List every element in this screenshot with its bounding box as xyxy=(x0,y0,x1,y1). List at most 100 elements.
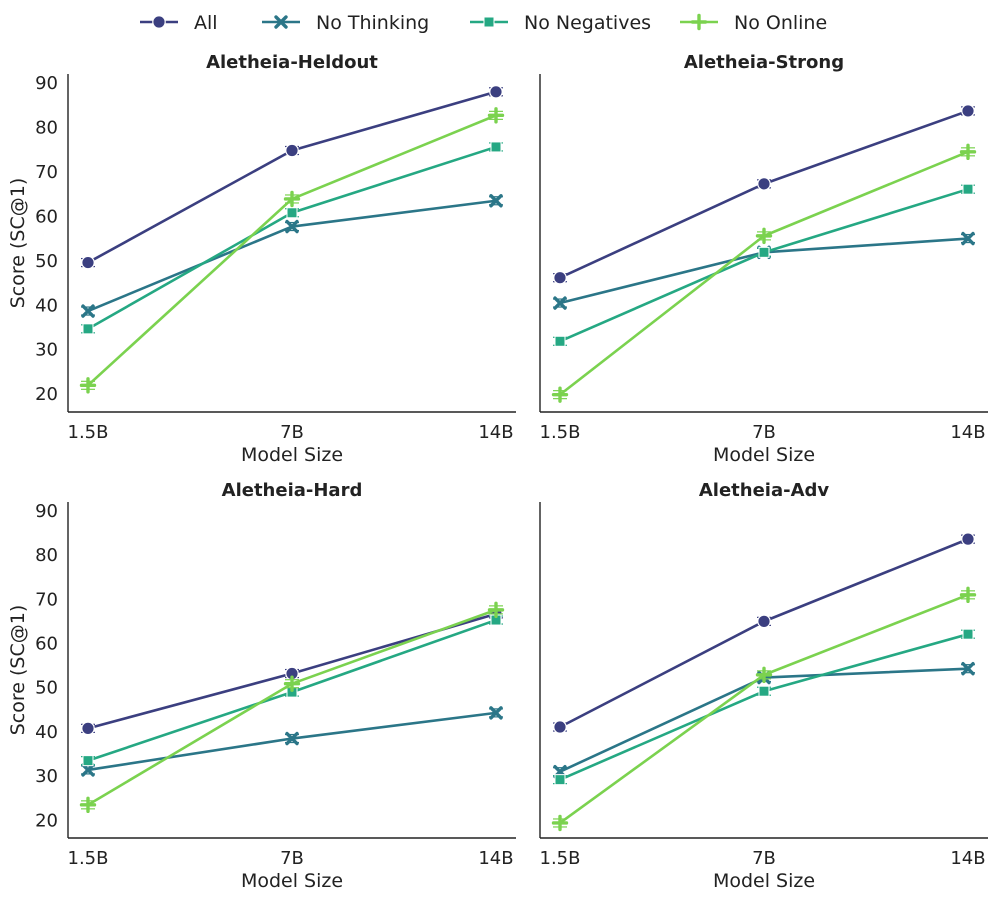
data-point-no-online-1-5b xyxy=(551,814,569,832)
data-point-all-1-5b xyxy=(81,721,95,736)
data-point-no-negatives-1-5b xyxy=(82,323,94,335)
data-point-no-thinking-1-5b xyxy=(553,296,567,310)
chart-panels: Aletheia-Heldout 1.5B 7B 14B Model Size 20 30 4… xyxy=(7,52,988,892)
series-no-online xyxy=(551,586,977,832)
legend-entry-no-thinking: No Thinking xyxy=(262,12,429,34)
legend-entry-all: All xyxy=(140,12,218,34)
data-point-no-online-14b xyxy=(487,601,505,619)
x-axis-label: Model Size xyxy=(241,444,343,466)
data-point-all-7b xyxy=(285,143,299,158)
data-point-all-7b xyxy=(757,177,771,191)
data-point-no-negatives-1-5b xyxy=(82,755,94,767)
y-axis-label: Score (SC@1) xyxy=(7,605,29,736)
data-point-all-14b xyxy=(489,84,503,99)
x-tick-label-1-5b: 1.5B xyxy=(68,422,109,443)
y-tick-label-30: 30 xyxy=(35,340,58,361)
series-no-thinking xyxy=(81,194,503,318)
x-tick-label-7b: 7B xyxy=(752,848,776,869)
y-axis-label: Score (SC@1) xyxy=(7,178,29,309)
data-point-all-14b xyxy=(961,104,975,118)
legend-marker-no-thinking xyxy=(274,15,288,29)
y-tick-label-50: 50 xyxy=(35,678,58,699)
data-point-no-online-1-5b xyxy=(551,386,569,403)
data-point-no-thinking-7b xyxy=(285,219,299,234)
y-tick-label-60: 60 xyxy=(35,206,58,227)
data-point-no-negatives-14b xyxy=(962,183,974,195)
y-tick-label-20: 20 xyxy=(35,810,58,831)
x-axis-label: Model Size xyxy=(241,870,343,892)
data-point-no-thinking-14b xyxy=(961,661,975,676)
legend-marker-all xyxy=(152,15,166,29)
data-point-no-thinking-14b xyxy=(489,194,503,208)
data-point-no-online-14b xyxy=(959,586,977,604)
data-point-no-negatives-14b xyxy=(962,628,974,640)
x-tick-label-7b: 7B xyxy=(752,422,776,443)
data-point-no-negatives-7b xyxy=(758,685,770,697)
data-point-no-thinking-14b xyxy=(961,231,975,246)
data-point-no-thinking-1-5b xyxy=(81,304,95,318)
data-point-no-online-7b xyxy=(283,675,301,692)
data-point-all-1-5b xyxy=(81,255,95,270)
series-line-no-negatives xyxy=(86,145,498,331)
x-axis-label: Model Size xyxy=(713,444,815,466)
panel-title: Aletheia-Heldout xyxy=(206,52,378,73)
data-point-no-negatives-14b xyxy=(490,141,502,153)
data-point-all-1-5b xyxy=(553,270,567,285)
x-tick-label-7b: 7B xyxy=(280,422,304,443)
x-tick-label-14b: 14B xyxy=(950,848,985,869)
series-no-negatives xyxy=(553,183,975,347)
series-no-thinking xyxy=(81,706,503,777)
legend-label-no-thinking: No Thinking xyxy=(316,12,429,34)
x-tick-label-1-5b: 1.5B xyxy=(540,848,581,869)
legend: All No Thinking No Negatives No Online xyxy=(140,12,827,34)
y-tick-label-80: 80 xyxy=(35,117,58,138)
x-tick-label-14b: 14B xyxy=(478,422,513,443)
data-point-no-thinking-14b xyxy=(489,706,503,720)
legend-label-all: All xyxy=(194,12,218,34)
data-point-all-7b xyxy=(757,614,771,629)
data-point-no-negatives-1-5b xyxy=(554,335,566,347)
series-line-no-online xyxy=(558,593,970,825)
legend-label-no-online: No Online xyxy=(734,12,827,34)
series-all xyxy=(81,607,503,736)
series-no-online xyxy=(79,107,505,394)
data-point-no-thinking-7b xyxy=(285,731,299,746)
y-tick-label-70: 70 xyxy=(35,589,58,610)
y-tick-label-40: 40 xyxy=(35,722,58,743)
x-tick-label-14b: 14B xyxy=(478,848,513,869)
series-no-negatives xyxy=(81,141,503,335)
data-point-no-online-7b xyxy=(755,227,773,245)
series-all xyxy=(81,84,503,270)
y-tick-label-80: 80 xyxy=(35,545,58,566)
series-no-thinking xyxy=(553,231,975,310)
series-line-all xyxy=(86,90,498,264)
data-point-no-thinking-1-5b xyxy=(81,763,95,777)
y-tick-label-90: 90 xyxy=(35,73,58,94)
panel-title: Aletheia-Adv xyxy=(699,480,830,501)
data-point-all-14b xyxy=(961,532,975,546)
y-tick-label-60: 60 xyxy=(35,633,58,654)
y-tick-label-20: 20 xyxy=(35,384,58,405)
data-point-no-negatives-7b xyxy=(758,246,770,258)
panel-title: Aletheia-Strong xyxy=(684,52,844,73)
y-tick-label-50: 50 xyxy=(35,251,58,272)
y-tick-label-40: 40 xyxy=(35,295,58,316)
series-all xyxy=(553,532,975,734)
y-tick-label-70: 70 xyxy=(35,162,58,183)
data-point-no-online-1-5b xyxy=(79,796,97,814)
series-all xyxy=(553,104,975,285)
series-no-negatives xyxy=(553,628,975,786)
series-no-online xyxy=(79,601,505,814)
data-point-all-1-5b xyxy=(553,720,567,734)
y-tick-label-30: 30 xyxy=(35,766,58,787)
data-point-no-negatives-7b xyxy=(286,207,298,219)
x-tick-label-14b: 14B xyxy=(950,422,985,443)
series-line-no-negatives xyxy=(558,187,970,343)
series-no-online xyxy=(551,143,977,403)
panel-aletheia-heldout: Aletheia-Heldout 1.5B 7B 14B Model Size 20 30 4… xyxy=(7,52,516,466)
panel-aletheia-strong: Aletheia-Strong 1.5B 7B 14B Model Size xyxy=(539,52,988,466)
series-line-no-online xyxy=(86,608,498,807)
y-tick-label-90: 90 xyxy=(35,501,58,522)
data-point-no-online-14b xyxy=(487,107,505,124)
